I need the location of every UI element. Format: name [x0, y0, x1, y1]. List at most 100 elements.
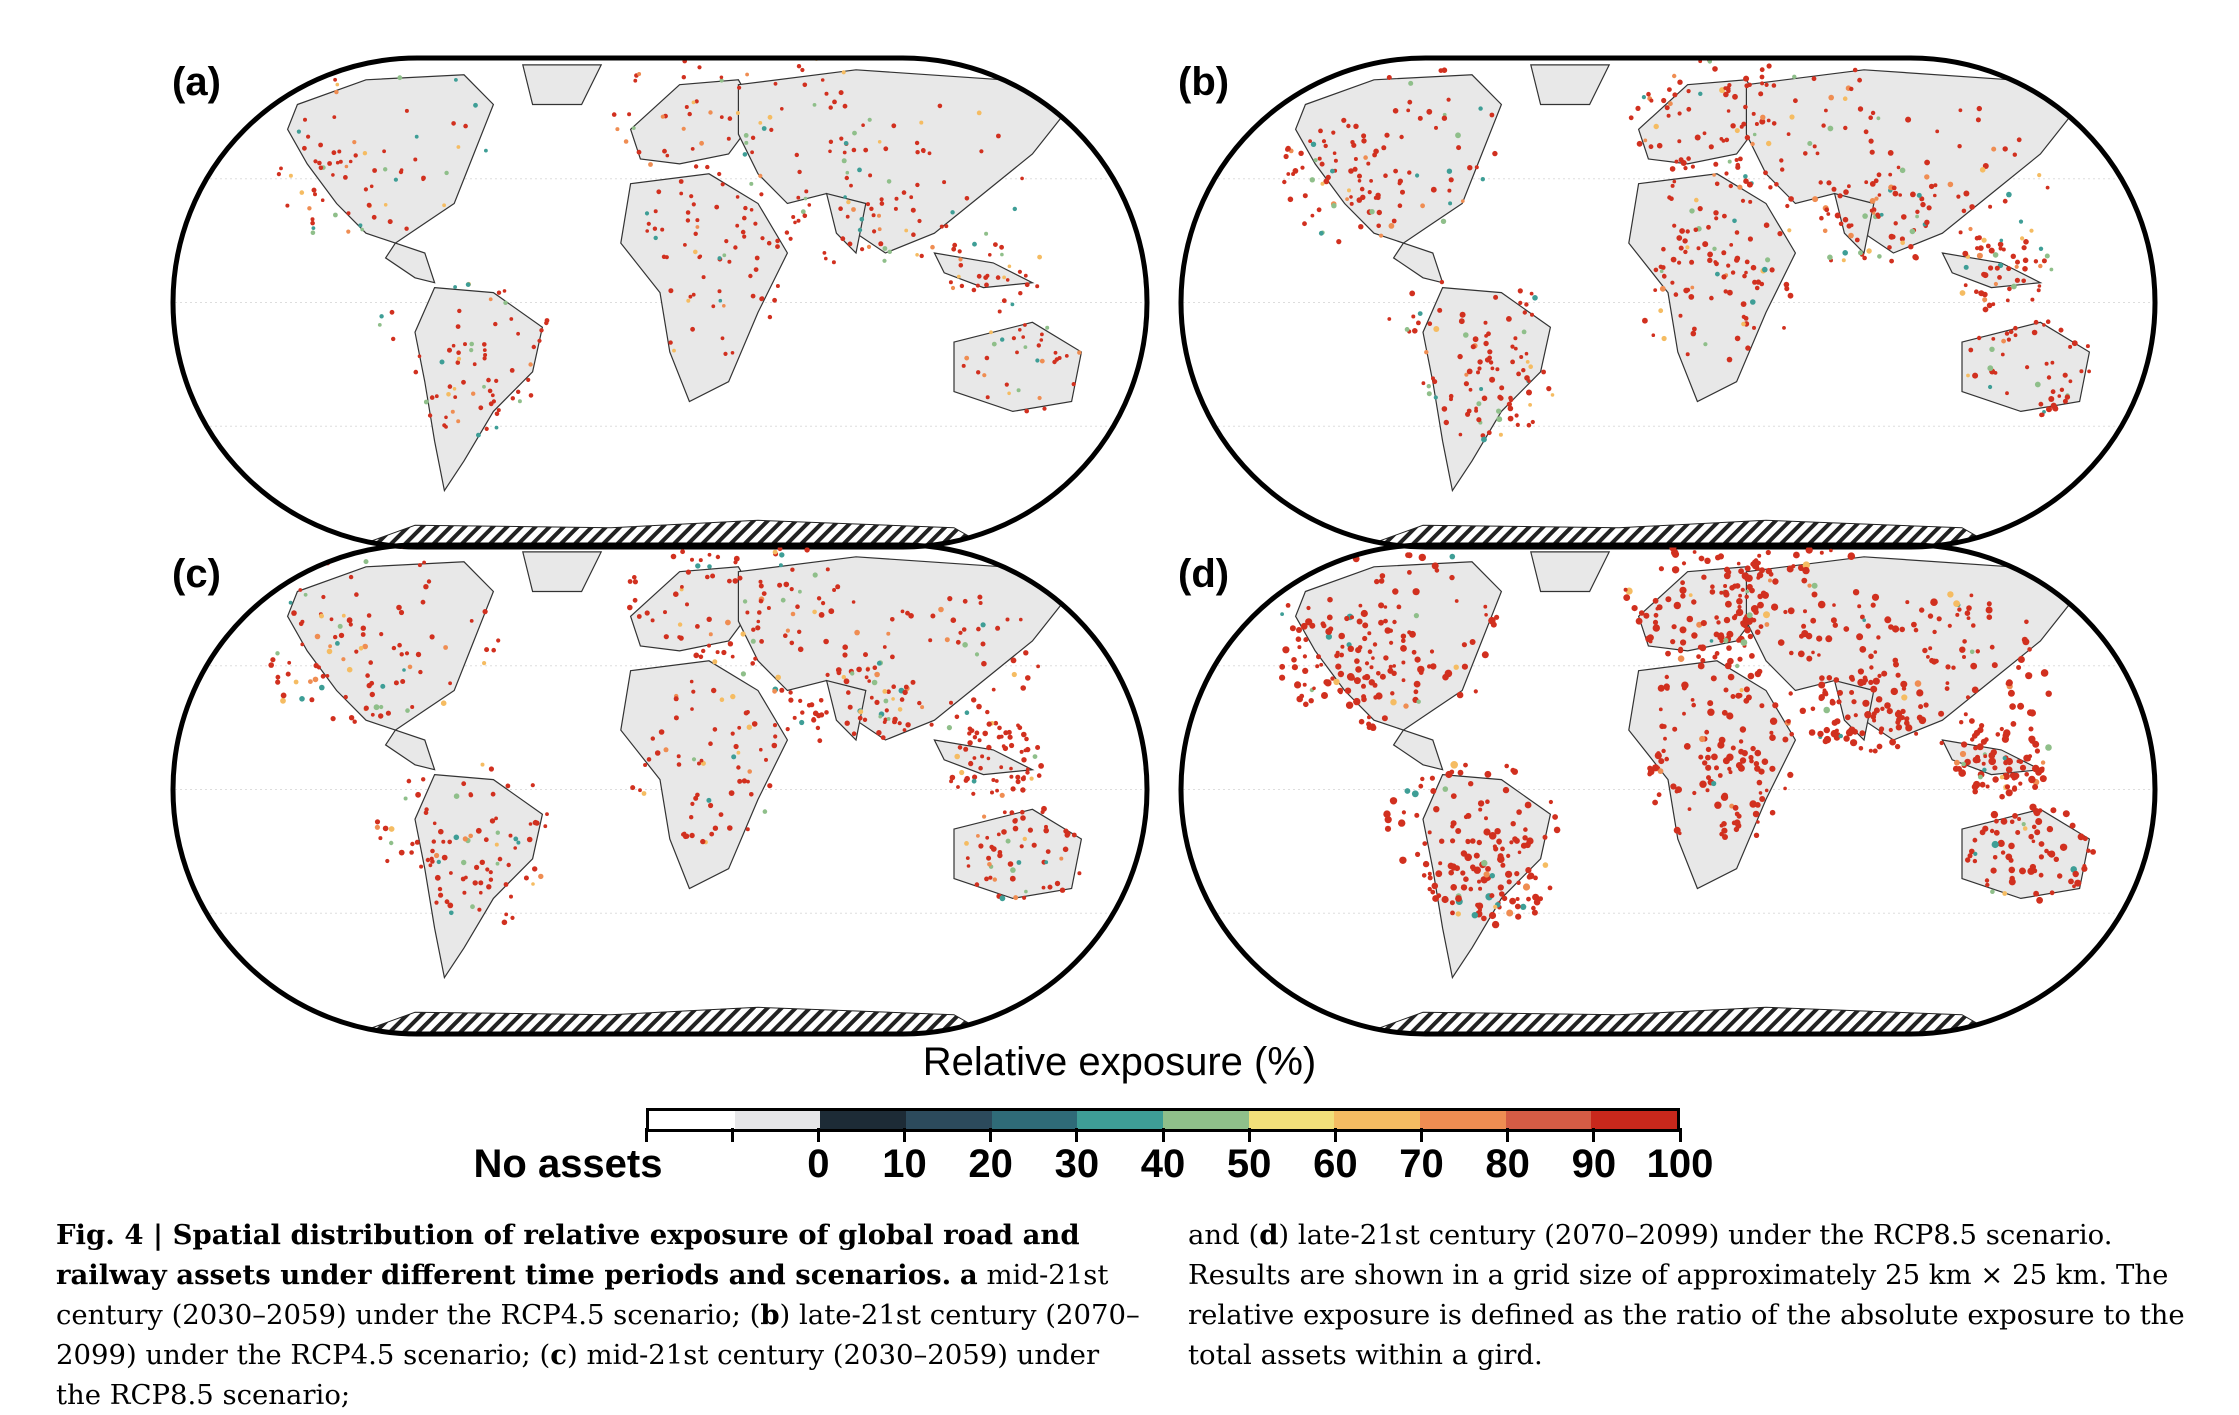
exposure-cell [332, 115, 337, 119]
exposure-cell [984, 231, 989, 236]
exposure-cell [1388, 223, 1395, 229]
exposure-cell [1000, 252, 1004, 257]
exposure-cell [1988, 247, 1995, 254]
exposure-cell [845, 214, 850, 219]
exposure-cell [1945, 664, 1951, 670]
exposure-cell [509, 894, 513, 899]
exposure-cell [1738, 568, 1744, 575]
exposure-cell [1414, 656, 1421, 663]
exposure-cell [1465, 838, 1471, 845]
exposure-cell [343, 694, 348, 700]
exposure-cell [1357, 179, 1362, 183]
exposure-cell [444, 415, 448, 420]
exposure-cell [1721, 250, 1727, 256]
exposure-cell [688, 294, 693, 299]
exposure-cell [1877, 193, 1882, 197]
exposure-cell [690, 326, 695, 332]
exposure-cell [1473, 866, 1481, 874]
exposure-cell [821, 601, 826, 606]
exposure-cell [2045, 319, 2051, 325]
exposure-cell [2037, 173, 2042, 178]
exposure-cell [1021, 731, 1027, 738]
exposure-cell [665, 153, 670, 158]
exposure-cell [1392, 619, 1397, 625]
exposure-cell [900, 609, 905, 614]
exposure-cell [1673, 826, 1681, 834]
exposure-cell [1400, 645, 1407, 652]
exposure-cell [417, 354, 422, 359]
exposure-cell [964, 841, 969, 846]
exposure-cell [1754, 670, 1762, 678]
exposure-cell [891, 123, 897, 129]
exposure-cell [1661, 748, 1666, 754]
exposure-cell [720, 182, 725, 187]
exposure-cell [488, 870, 493, 875]
exposure-cell [1896, 165, 1901, 170]
exposure-cell [1358, 718, 1365, 725]
exposure-cell [1725, 85, 1731, 92]
exposure-cell [1353, 677, 1361, 685]
exposure-cell [1740, 198, 1746, 203]
exposure-cell [1990, 810, 1999, 819]
exposure-cell [1723, 687, 1729, 693]
exposure-cell [1934, 658, 1939, 664]
exposure-cell [1510, 344, 1515, 349]
exposure-cell [425, 857, 431, 863]
exposure-cell [1476, 417, 1482, 423]
exposure-cell [2027, 647, 2032, 652]
exposure-cell [1870, 685, 1878, 693]
exposure-cell [2023, 754, 2031, 762]
exposure-cell [1324, 679, 1332, 687]
exposure-cell [707, 643, 711, 648]
exposure-cell [759, 639, 764, 644]
exposure-cell [1286, 172, 1291, 176]
exposure-cell [287, 660, 292, 665]
exposure-cell [901, 190, 907, 195]
exposure-cell [296, 129, 301, 134]
exposure-cell [1733, 826, 1740, 833]
exposure-cell [1302, 667, 1309, 674]
exposure-cell [1427, 886, 1432, 892]
exposure-cell [482, 348, 487, 352]
exposure-cell [1729, 243, 1734, 247]
exposure-cell [385, 858, 390, 864]
colorbar-tick [1678, 1128, 1682, 1142]
exposure-cell [1888, 172, 1893, 177]
exposure-cell [1811, 650, 1815, 655]
exposure-cell [1999, 238, 2004, 243]
exposure-cell [957, 249, 962, 254]
exposure-cell [1524, 801, 1532, 809]
exposure-cell [1847, 552, 1856, 560]
exposure-cell [1740, 639, 1748, 646]
exposure-cell [453, 793, 460, 799]
exposure-cell [1292, 168, 1299, 174]
exposure-cell [1884, 702, 1891, 709]
exposure-cell [1968, 347, 1974, 353]
exposure-cell [1623, 587, 1628, 592]
exposure-cell [1691, 599, 1697, 605]
exposure-cell [754, 255, 760, 261]
exposure-cell [1743, 104, 1748, 110]
exposure-cell [1982, 272, 1989, 279]
exposure-cell [999, 734, 1004, 739]
exposure-cell [717, 289, 722, 294]
exposure-cell [1779, 158, 1784, 163]
exposure-cell [1303, 701, 1309, 708]
exposure-cell [1422, 860, 1430, 868]
exposure-cell [1735, 608, 1744, 617]
exposure-cell [1869, 198, 1876, 204]
exposure-cell [1879, 726, 1885, 732]
exposure-cell [690, 801, 695, 806]
exposure-cell [915, 150, 920, 155]
exposure-cell [427, 413, 433, 418]
exposure-cell [1750, 605, 1759, 613]
exposure-cell [2014, 264, 2019, 269]
exposure-cell [1744, 626, 1751, 634]
exposure-cell [385, 710, 391, 716]
exposure-cell [338, 632, 345, 639]
exposure-cell [1461, 642, 1467, 648]
exposure-cell [360, 632, 366, 637]
exposure-cell [798, 589, 802, 594]
exposure-cell [1450, 793, 1457, 799]
exposure-cell [857, 715, 863, 721]
